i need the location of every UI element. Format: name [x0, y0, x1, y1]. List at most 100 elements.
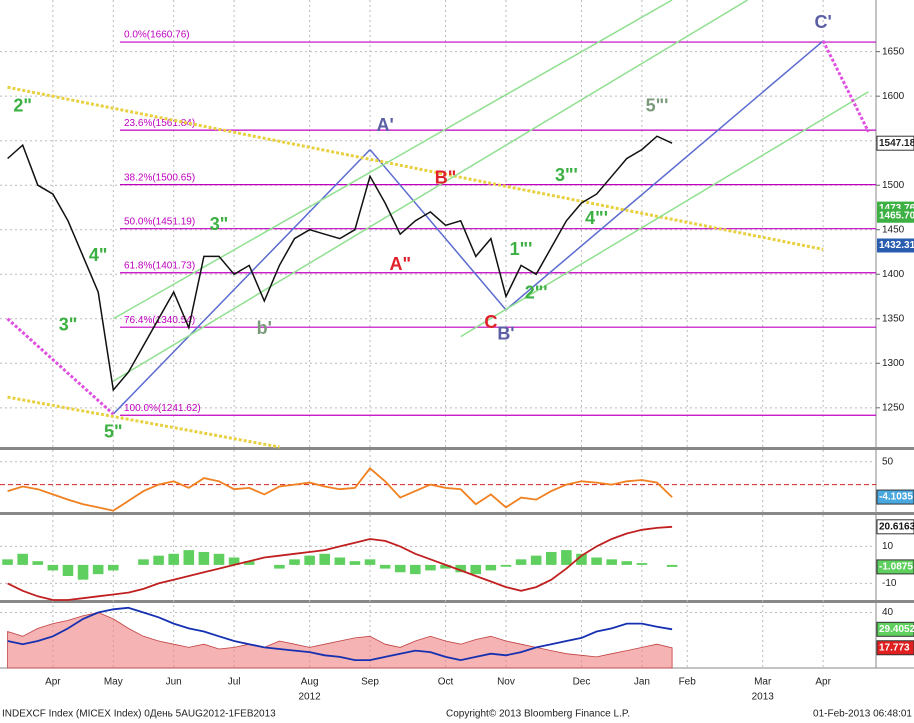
- histogram-bar: [319, 553, 331, 565]
- fib-label: 0.0%(1660.76): [124, 30, 190, 41]
- x-tick-label: Jul: [228, 677, 241, 688]
- histogram-bar: [92, 564, 104, 575]
- histogram-bar: [228, 557, 240, 565]
- panel-divider: [0, 447, 914, 450]
- trend-line: [112, 0, 749, 382]
- histogram-bar: [636, 563, 648, 565]
- x-tick-label: Jun: [166, 677, 182, 688]
- x-tick-label: Mar: [754, 677, 772, 688]
- x-tick-label: Sep: [361, 677, 379, 688]
- x-tick-label: Feb: [679, 677, 697, 688]
- wave-label: 3"': [555, 165, 578, 185]
- price-label-bg: [877, 238, 914, 253]
- price-label-bg: [876, 135, 914, 151]
- histogram-bar: [198, 551, 210, 565]
- histogram-bar: [455, 564, 466, 573]
- histogram-bar: [364, 559, 376, 565]
- histogram-bar: [47, 564, 59, 571]
- x-tick-label: Aug: [301, 677, 319, 688]
- price-label-bg: [877, 208, 914, 223]
- value-label: -1.0875: [879, 562, 913, 573]
- histogram-bar: [243, 561, 255, 565]
- fib-label: 100.0%(1241.62): [124, 403, 201, 414]
- wave-label: B": [435, 168, 457, 188]
- histogram-bar: [138, 559, 149, 565]
- wave-label: A": [389, 254, 411, 274]
- value-label: 20.6163: [879, 521, 914, 532]
- price-line: [7, 135, 673, 392]
- trend-line: [821, 40, 870, 133]
- trend-line: [369, 149, 507, 311]
- wave-label: 3": [59, 315, 78, 335]
- histogram-bar: [107, 564, 119, 571]
- trend-line: [6, 317, 115, 416]
- y-tick-label: 1500: [882, 180, 905, 191]
- trend-line: [112, 0, 673, 320]
- trend-line: [7, 395, 280, 449]
- wave-label: 2"': [525, 283, 548, 303]
- value-label: 29.4052: [879, 624, 914, 635]
- histogram-bar: [334, 557, 346, 565]
- histogram-bar: [62, 564, 74, 576]
- histogram-bar: [530, 555, 542, 565]
- histogram-bar: [32, 561, 44, 565]
- year-label: 2013: [752, 692, 775, 703]
- footer-center: Copyright© 2013 Bloomberg Finance L.P.: [446, 709, 630, 720]
- y-tick-label: 40: [882, 607, 894, 618]
- x-tick-label: Nov: [497, 677, 515, 688]
- price-label: 1465.70: [879, 210, 914, 221]
- footer-left: INDEXCF Index (MICEX Index) 0День 5AUG20…: [2, 709, 276, 720]
- wave-label: 4": [89, 245, 108, 265]
- y-tick-label: 1450: [882, 224, 905, 235]
- y-tick-label: 1250: [882, 402, 905, 413]
- wave-label: 1"': [510, 239, 533, 259]
- wave-label: 5"': [646, 96, 669, 116]
- wave-label: C': [814, 12, 831, 32]
- y-tick-label: 1350: [882, 313, 905, 324]
- indicator-line: [7, 466, 673, 512]
- fib-label: 23.6%(1561.84): [124, 118, 195, 129]
- wave-label: A': [376, 115, 393, 135]
- histogram-bar: [666, 564, 678, 567]
- price-label: 1473.76: [879, 203, 914, 214]
- histogram-bar: [591, 557, 602, 565]
- fib-label: 61.8%(1401.73): [124, 260, 195, 271]
- value-label-bg: [876, 621, 914, 637]
- x-tick-label: May: [104, 677, 123, 688]
- footer-right: 01-Feb-2013 06:48:01: [813, 709, 912, 720]
- trend-line: [7, 85, 824, 251]
- wave-label: 5": [104, 422, 123, 442]
- histogram-bar: [17, 553, 28, 565]
- histogram-bar: [515, 559, 527, 565]
- y-tick-label: 1650: [882, 46, 905, 57]
- histogram-bar: [379, 564, 391, 569]
- x-tick-label: Dec: [573, 677, 591, 688]
- value-label-bg: [876, 559, 914, 575]
- fib-label: 50.0%(1451.19): [124, 216, 195, 227]
- wave-label: b': [257, 318, 272, 338]
- value-label: 17.773: [879, 642, 910, 653]
- wave-label: 2": [13, 96, 32, 116]
- histogram-bar: [77, 564, 89, 580]
- histogram-bar: [576, 553, 587, 565]
- x-tick-label: Jan: [634, 677, 650, 688]
- panel-divider: [0, 600, 914, 603]
- trend-line: [505, 40, 824, 311]
- wave-label: 4"': [585, 208, 608, 228]
- histogram-bar: [394, 564, 406, 573]
- histogram-bar: [425, 564, 436, 571]
- x-tick-label: Apr: [815, 677, 831, 688]
- histogram-bar: [213, 553, 225, 565]
- trend-line: [112, 149, 371, 415]
- panel-divider: [0, 512, 914, 515]
- histogram-bar: [349, 561, 361, 565]
- y-tick-label: -10: [882, 578, 897, 589]
- fib-label: 76.4%(1340.54): [124, 315, 195, 326]
- histogram-bar: [153, 555, 164, 565]
- trend-line: [460, 91, 869, 338]
- indicator-line: [7, 606, 673, 662]
- histogram-bar: [304, 555, 315, 565]
- histogram-bar: [621, 561, 633, 565]
